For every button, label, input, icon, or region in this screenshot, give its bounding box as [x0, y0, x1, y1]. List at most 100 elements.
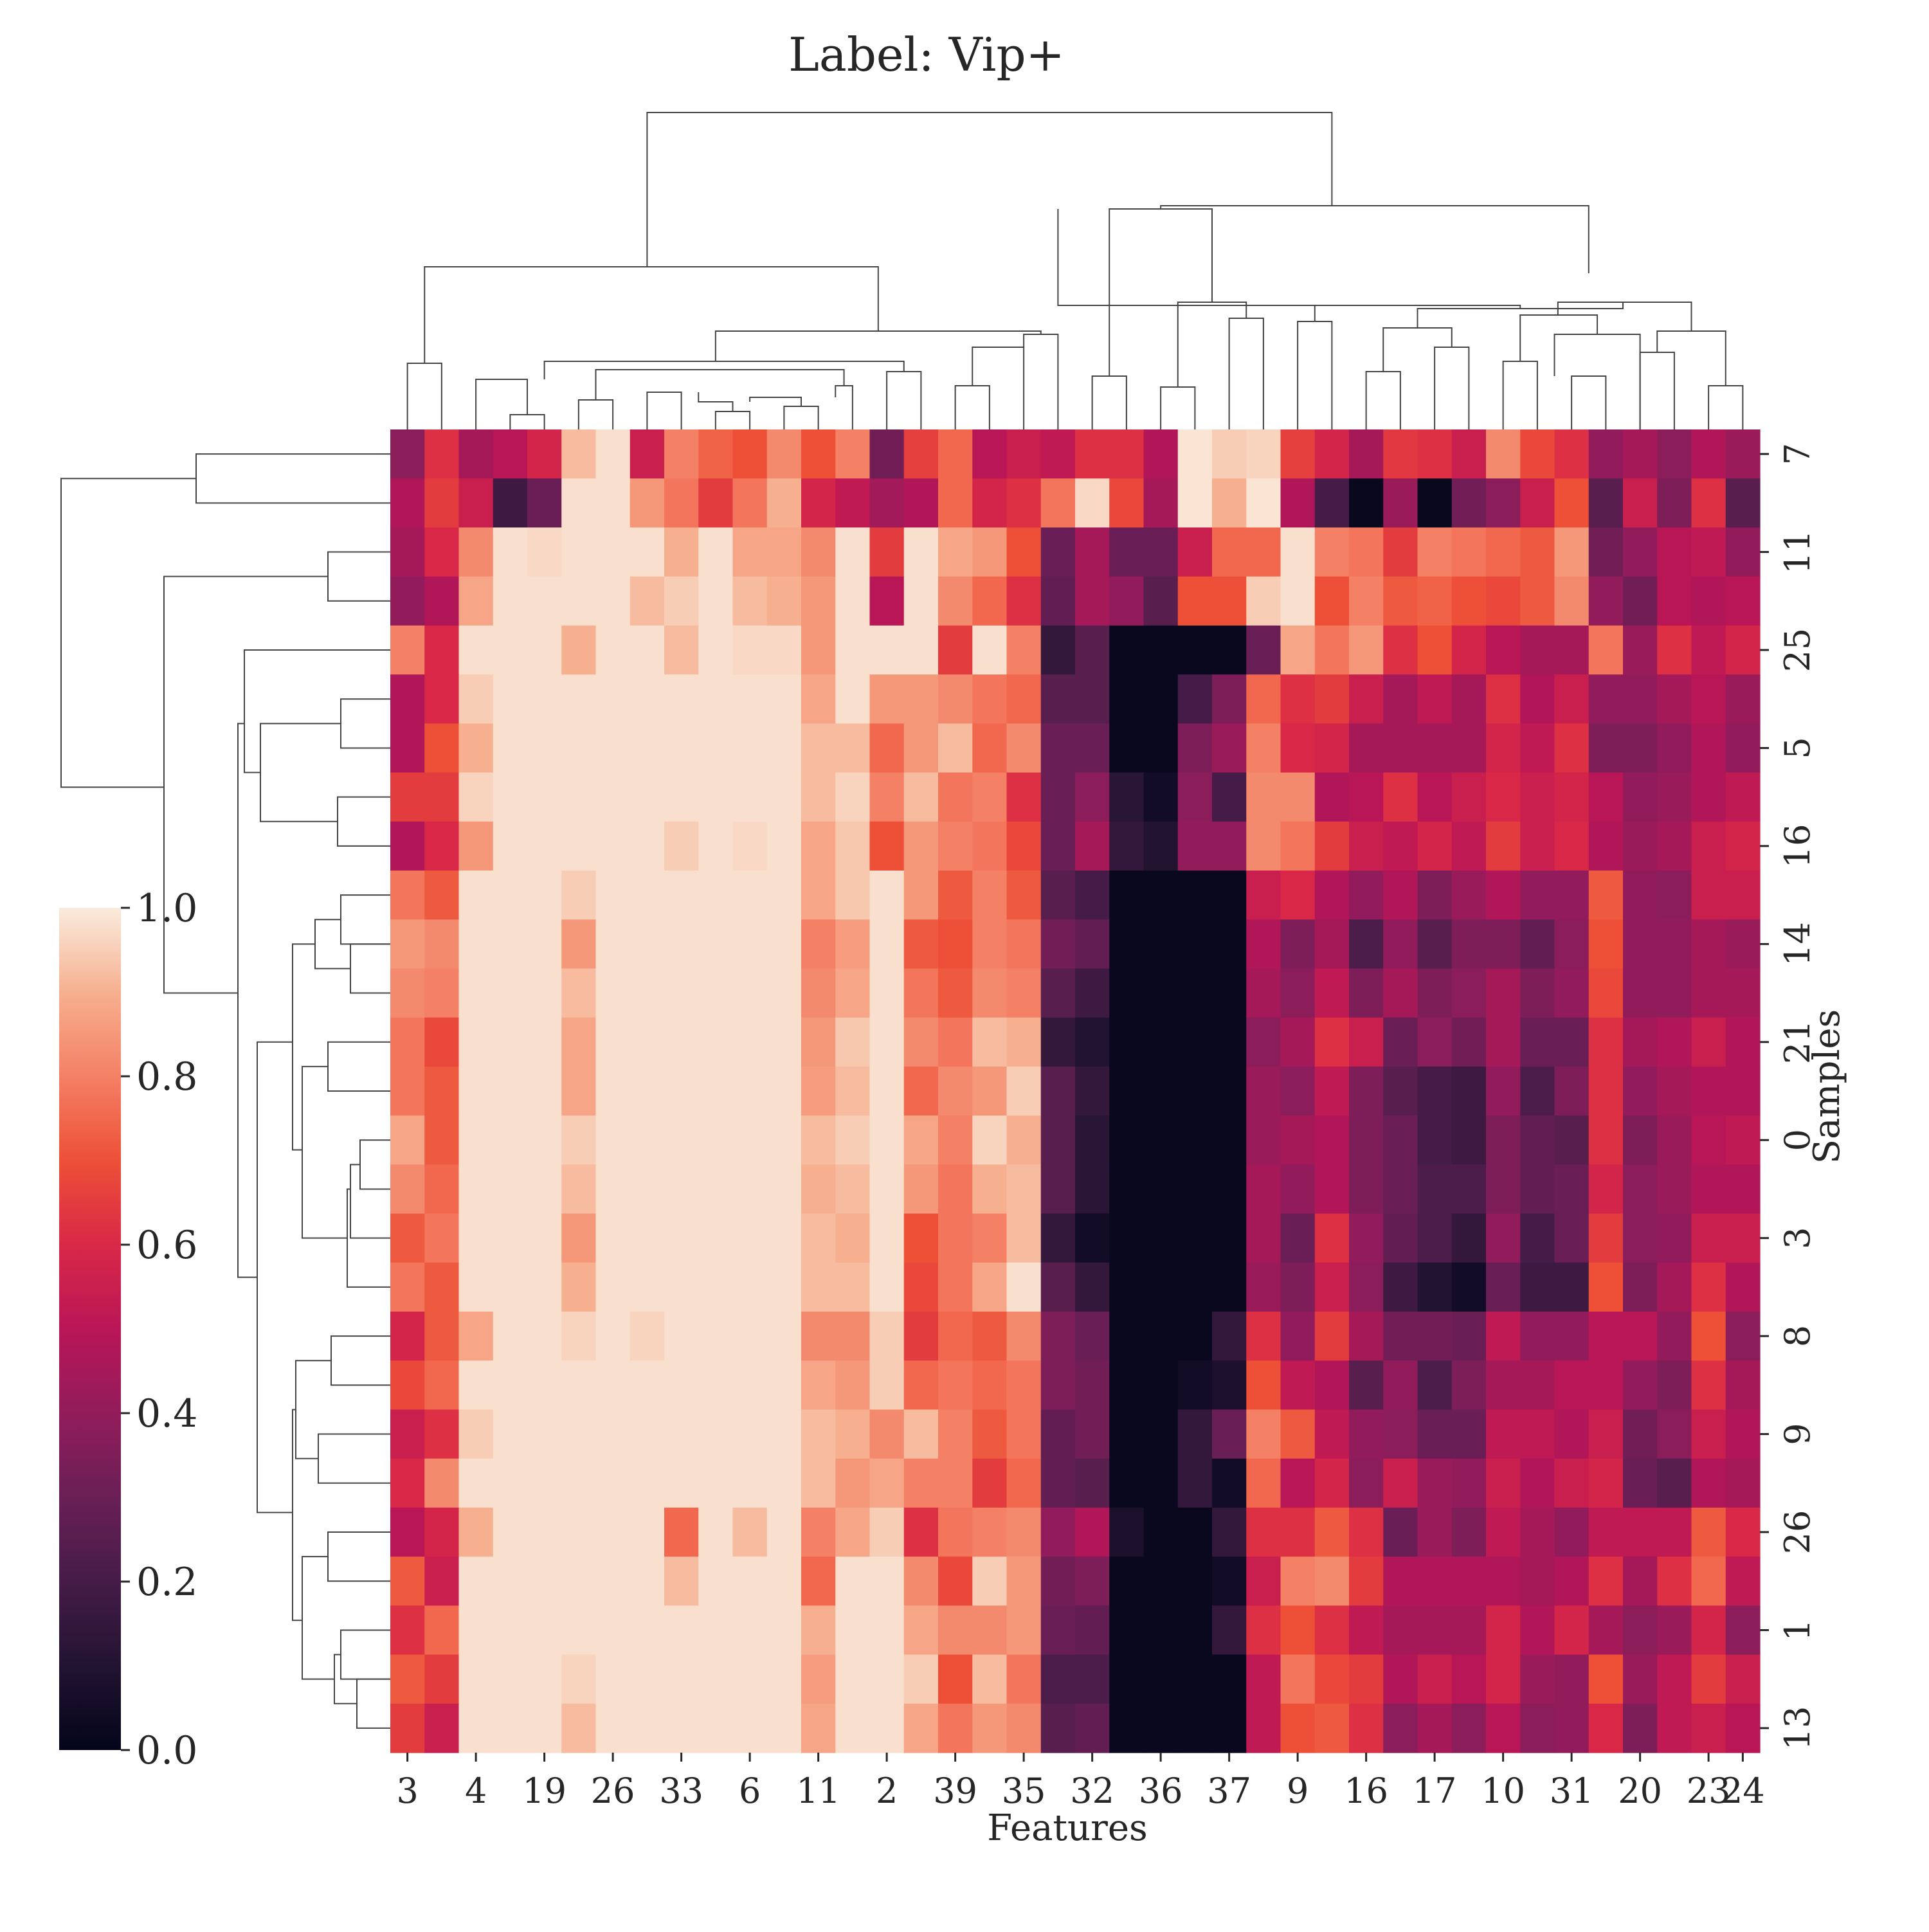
heatmap-cell	[527, 968, 562, 1018]
heatmap-cell	[903, 674, 939, 724]
heatmap-cell	[903, 1213, 939, 1263]
heatmap-cell	[1177, 919, 1213, 970]
heatmap-cell	[835, 625, 871, 675]
dendrogram-link	[714, 330, 1042, 361]
heatmap-cell	[1109, 1164, 1145, 1214]
heatmap-cell	[629, 723, 665, 773]
heatmap-cell	[1520, 1507, 1555, 1557]
heatmap-cell	[629, 1164, 665, 1214]
heatmap-cell	[1417, 674, 1453, 724]
heatmap-cell	[1075, 1605, 1110, 1656]
dendrogram-link	[350, 943, 390, 994]
heatmap-cell	[1451, 576, 1487, 626]
heatmap-cell	[972, 1458, 1008, 1508]
heatmap-cell	[1212, 968, 1247, 1018]
y-tick-label: 8	[1777, 1325, 1818, 1347]
heatmap-cell	[1212, 723, 1247, 773]
heatmap-cell	[493, 871, 528, 920]
heatmap-cell	[561, 1312, 597, 1361]
heatmap-cell	[1314, 772, 1350, 822]
dendrogram-link	[646, 392, 682, 429]
heatmap-cell	[664, 478, 699, 528]
heatmap-cell	[1040, 1213, 1076, 1263]
heatmap-cell	[1451, 1262, 1487, 1312]
heatmap-cell	[1417, 1017, 1453, 1067]
heatmap-cell	[527, 1164, 562, 1214]
heatmap-cell	[493, 625, 528, 675]
heatmap-cell	[1725, 1017, 1761, 1067]
colorbar-tick-label: 0.0	[136, 1728, 197, 1773]
heatmap-cell	[766, 1703, 802, 1753]
heatmap-cell	[527, 1213, 562, 1263]
heatmap-cell	[493, 429, 528, 479]
heatmap-cell	[1417, 1360, 1453, 1411]
heatmap-cell	[972, 527, 1008, 577]
heatmap-cell	[1520, 1458, 1555, 1508]
heatmap-cell	[938, 1164, 973, 1214]
heatmap-cell	[595, 576, 631, 626]
heatmap-cell	[1691, 821, 1726, 871]
heatmap-cell	[595, 1066, 631, 1116]
heatmap-cell	[732, 429, 768, 479]
heatmap-cell	[1383, 919, 1418, 970]
heatmap-cell	[1280, 1360, 1316, 1411]
heatmap-cell	[1623, 1066, 1658, 1116]
heatmap-cell	[972, 1703, 1008, 1753]
heatmap-cell	[938, 1115, 973, 1165]
heatmap-cell	[1246, 478, 1281, 528]
heatmap-cell	[1417, 478, 1453, 528]
heatmap-cell	[1657, 821, 1692, 871]
heatmap-cell	[458, 772, 494, 822]
heatmap-cell	[1417, 1066, 1453, 1116]
heatmap-cell	[1451, 772, 1487, 822]
heatmap-cell	[732, 1654, 768, 1704]
heatmap-cell	[629, 1017, 665, 1067]
heatmap-cell	[835, 1213, 871, 1263]
heatmap-cell	[698, 821, 734, 871]
heatmap-cell	[766, 1262, 802, 1312]
heatmap-cell	[732, 1605, 768, 1656]
dendrogram-link	[340, 894, 390, 945]
heatmap-cell	[390, 1262, 425, 1312]
heatmap-cell	[972, 1262, 1008, 1312]
heatmap-cell	[1212, 429, 1247, 479]
heatmap-cell	[903, 1312, 939, 1361]
heatmap-cell	[458, 723, 494, 773]
heatmap-cell	[869, 1557, 905, 1606]
heatmap-cell	[1212, 1360, 1247, 1411]
heatmap-cell	[1143, 1409, 1179, 1459]
heatmap-cell	[1520, 1557, 1555, 1606]
y-tick-label: 9	[1777, 1423, 1818, 1445]
heatmap-cell	[903, 478, 939, 528]
heatmap-cell	[595, 1017, 631, 1067]
heatmap-cell	[1143, 1557, 1179, 1606]
heatmap-cell	[629, 1557, 665, 1606]
y-tick-label: 3	[1777, 1227, 1818, 1249]
heatmap-cell	[732, 968, 768, 1018]
heatmap-cell	[1040, 1066, 1076, 1116]
heatmap-cell	[938, 821, 973, 871]
heatmap-cell	[903, 821, 939, 871]
heatmap-cell	[732, 821, 768, 871]
heatmap-cell	[527, 478, 562, 528]
heatmap-cell	[561, 1360, 597, 1411]
x-tick-label: 9	[1287, 1771, 1309, 1811]
heatmap-cell	[1040, 1312, 1076, 1361]
heatmap-cell	[1554, 1703, 1589, 1753]
heatmap-cell	[1109, 1654, 1145, 1704]
heatmap-cell	[1623, 1458, 1658, 1508]
dendrogram-link	[749, 397, 802, 406]
heatmap-cell	[766, 968, 802, 1018]
heatmap-cell	[1212, 1066, 1247, 1116]
heatmap-cell	[869, 1017, 905, 1067]
heatmap-cell	[458, 1213, 494, 1263]
heatmap-cell	[938, 1458, 973, 1508]
heatmap-cell	[458, 674, 494, 724]
heatmap-cell	[1451, 723, 1487, 773]
y-tick-label: 21	[1777, 1020, 1818, 1064]
heatmap-cell	[1486, 1312, 1521, 1361]
heatmap-cell	[664, 1017, 699, 1067]
heatmap-cell	[1623, 1703, 1658, 1753]
dendrogram-link	[1571, 375, 1607, 429]
heatmap-cell	[1280, 1458, 1316, 1508]
